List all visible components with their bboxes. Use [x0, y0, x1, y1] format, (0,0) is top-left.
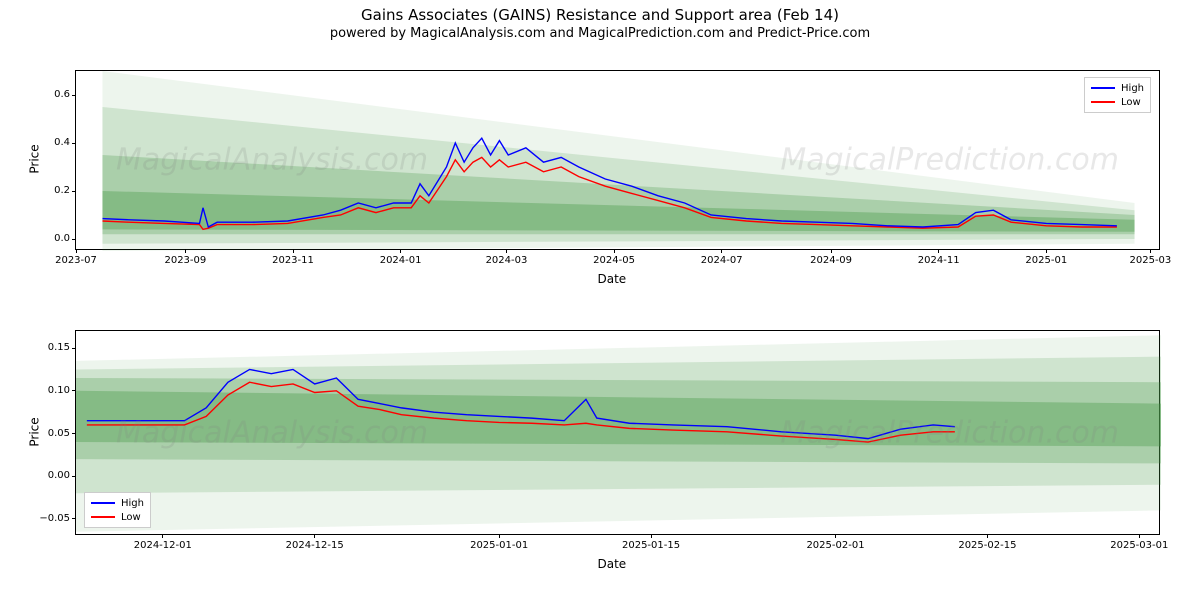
x-tick-label: 2024-11 — [899, 255, 979, 266]
legend-low-label-2: Low — [121, 512, 141, 523]
x-tick-label: 2024-09 — [791, 255, 871, 266]
legend-low-label: Low — [1121, 97, 1141, 108]
x-tick-label: 2025-01-15 — [611, 540, 691, 551]
x-tick-label: 2024-12-15 — [275, 540, 355, 551]
legend-high-line — [1091, 87, 1115, 89]
x-tick-label: 2024-01 — [361, 255, 441, 266]
y-tick-label: 0.00 — [20, 470, 70, 481]
legend-low-row-2: Low — [91, 510, 144, 524]
title-block: Gains Associates (GAINS) Resistance and … — [0, 0, 1200, 41]
x-axis-label-top: Date — [598, 272, 627, 286]
x-tick-label: 2025-03 — [1110, 255, 1190, 266]
chart-top: MagicalAnalysis.com MagicalPrediction.co… — [75, 70, 1160, 250]
x-tick-label: 2024-12-01 — [123, 540, 203, 551]
x-tick-label: 2023-11 — [253, 255, 333, 266]
y-axis-label-bottom: Price — [28, 417, 42, 446]
legend-top: High Low — [1084, 77, 1151, 113]
y-tick-label: 0.10 — [20, 385, 70, 396]
chart-subtitle: powered by MagicalAnalysis.com and Magic… — [0, 26, 1200, 41]
x-tick-label: 2025-01 — [1006, 255, 1086, 266]
y-tick-label: −0.05 — [20, 513, 70, 524]
legend-low-line — [1091, 101, 1115, 103]
y-axis-label-top: Price — [28, 144, 42, 173]
x-tick-label: 2023-09 — [145, 255, 225, 266]
x-axis-label-bottom: Date — [598, 557, 627, 571]
x-tick-label: 2024-05 — [574, 255, 654, 266]
chart-top-svg — [76, 71, 1161, 251]
x-tick-label: 2025-01-01 — [459, 540, 539, 551]
x-tick-label: 2025-02-01 — [796, 540, 876, 551]
x-tick-label: 2025-02-15 — [947, 540, 1027, 551]
legend-bottom: High Low — [84, 492, 151, 528]
y-tick-label: 0.6 — [20, 89, 70, 100]
x-tick-label: 2024-07 — [682, 255, 762, 266]
chart-title: Gains Associates (GAINS) Resistance and … — [0, 6, 1200, 24]
legend-low-row: Low — [1091, 95, 1144, 109]
legend-high-label: High — [1121, 83, 1144, 94]
chart-bottom-svg — [76, 331, 1161, 536]
x-tick-label: 2024-03 — [466, 255, 546, 266]
x-tick-label: 2023-07 — [36, 255, 116, 266]
legend-high-label-2: High — [121, 498, 144, 509]
legend-high-line-2 — [91, 502, 115, 504]
y-tick-label: 0.15 — [20, 342, 70, 353]
legend-high-row-2: High — [91, 496, 144, 510]
y-tick-label: 0.0 — [20, 233, 70, 244]
legend-high-row: High — [1091, 81, 1144, 95]
chart-bottom: MagicalAnalysis.com MagicalPrediction.co… — [75, 330, 1160, 535]
y-tick-label: 0.2 — [20, 185, 70, 196]
x-tick-label: 2025-03-01 — [1099, 540, 1179, 551]
legend-low-line-2 — [91, 516, 115, 518]
